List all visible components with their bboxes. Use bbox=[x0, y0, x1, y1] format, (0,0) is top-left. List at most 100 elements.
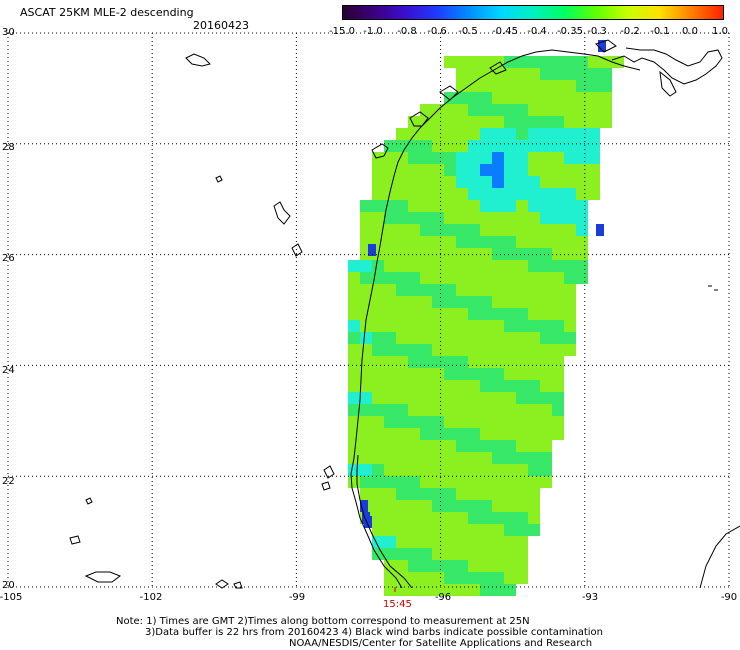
swath-cell bbox=[480, 296, 492, 308]
swath-cell bbox=[552, 284, 564, 296]
swath-cell bbox=[540, 80, 552, 92]
swath-cell bbox=[420, 212, 432, 224]
swath-cell bbox=[564, 140, 576, 152]
swath-cell bbox=[516, 224, 528, 236]
swath-cell bbox=[396, 320, 408, 332]
swath-cell bbox=[564, 104, 576, 116]
swath-cell bbox=[588, 68, 600, 80]
swath-cell bbox=[480, 452, 492, 464]
swath-cell bbox=[468, 116, 480, 128]
swath-cell bbox=[444, 200, 456, 212]
swath-cell bbox=[408, 200, 420, 212]
swath-cell bbox=[420, 464, 432, 476]
swath-cell bbox=[468, 260, 480, 272]
swath-cell bbox=[492, 236, 504, 248]
swath-cell bbox=[396, 260, 408, 272]
swath-cell bbox=[504, 104, 516, 116]
swath-cell bbox=[528, 68, 540, 80]
swath-cell bbox=[480, 560, 492, 572]
swath-cell bbox=[540, 404, 552, 416]
swath-cell bbox=[492, 140, 504, 152]
swath-cell bbox=[564, 188, 576, 200]
swath-cell bbox=[396, 176, 408, 188]
swath-cell bbox=[504, 356, 516, 368]
bay-feature bbox=[409, 111, 429, 127]
swath-cell bbox=[492, 200, 504, 212]
product-title: ASCAT 25KM MLE-2 descending bbox=[20, 6, 194, 19]
swath-cell bbox=[456, 464, 468, 476]
swath-cell bbox=[468, 452, 480, 464]
swath-cell bbox=[540, 128, 552, 140]
swath-cell bbox=[576, 92, 588, 104]
swath-cell bbox=[408, 464, 420, 476]
swath-cell bbox=[420, 164, 432, 176]
swath-cell bbox=[480, 524, 492, 536]
swath-cell bbox=[408, 560, 420, 572]
swath-cell bbox=[372, 476, 384, 488]
swath-cell bbox=[564, 260, 576, 272]
swath-cell bbox=[528, 224, 540, 236]
swath-cell bbox=[456, 308, 468, 320]
swath-cell bbox=[456, 236, 468, 248]
swath-cell bbox=[408, 524, 420, 536]
swath-cell bbox=[396, 488, 408, 500]
swath-cell bbox=[516, 272, 528, 284]
scale-label: -15.0 bbox=[329, 26, 355, 37]
swath-cell bbox=[420, 236, 432, 248]
swath-cell bbox=[504, 500, 516, 512]
swath-cell bbox=[396, 512, 408, 524]
swath-cell bbox=[384, 212, 396, 224]
swath-cell bbox=[492, 176, 504, 188]
swath-cell bbox=[384, 500, 396, 512]
swath-cell bbox=[528, 356, 540, 368]
swath-cell bbox=[492, 464, 504, 476]
swath-cell bbox=[504, 512, 516, 524]
swath-cell bbox=[540, 296, 552, 308]
swath-cell bbox=[468, 92, 480, 104]
swath-cell bbox=[540, 308, 552, 320]
color-scale-bar bbox=[342, 5, 724, 20]
swath-cell bbox=[552, 308, 564, 320]
swath-cell bbox=[480, 272, 492, 284]
swath-cell bbox=[468, 236, 480, 248]
swath-cell bbox=[360, 272, 372, 284]
swath-cell bbox=[348, 476, 360, 488]
swath-cell bbox=[468, 188, 480, 200]
swath-cell bbox=[480, 188, 492, 200]
swath-cell bbox=[432, 128, 444, 140]
swath-cell bbox=[468, 416, 480, 428]
swath-cell bbox=[540, 320, 552, 332]
swath-cell bbox=[504, 404, 516, 416]
swath-cell bbox=[492, 548, 504, 560]
swath-cell bbox=[444, 464, 456, 476]
swath-cell bbox=[456, 344, 468, 356]
swath-cell bbox=[516, 56, 528, 68]
swath-cell bbox=[456, 416, 468, 428]
swath-cell bbox=[588, 56, 600, 68]
swath-cell-edge bbox=[364, 516, 372, 528]
swath-cell bbox=[420, 284, 432, 296]
swath-cell bbox=[432, 224, 444, 236]
swath-cell bbox=[408, 356, 420, 368]
swath-cell bbox=[528, 404, 540, 416]
swath-cell bbox=[492, 452, 504, 464]
swath-cell bbox=[480, 380, 492, 392]
swath-cell bbox=[552, 260, 564, 272]
swath-cell bbox=[444, 320, 456, 332]
swath-cell bbox=[432, 452, 444, 464]
swath-cell bbox=[540, 416, 552, 428]
swath-cell bbox=[552, 224, 564, 236]
swath-cell bbox=[528, 152, 540, 164]
swath-cell bbox=[528, 524, 540, 536]
swath-cell bbox=[360, 332, 372, 344]
swath-cell bbox=[408, 272, 420, 284]
swath-cell bbox=[420, 560, 432, 572]
gulf-coastline bbox=[350, 49, 641, 589]
swath-cell bbox=[480, 548, 492, 560]
swath-cell bbox=[432, 404, 444, 416]
swath-cell bbox=[468, 152, 480, 164]
swath-cell bbox=[468, 560, 480, 572]
swath-cell bbox=[372, 308, 384, 320]
swath-cell bbox=[408, 296, 420, 308]
swath-cell bbox=[384, 284, 396, 296]
